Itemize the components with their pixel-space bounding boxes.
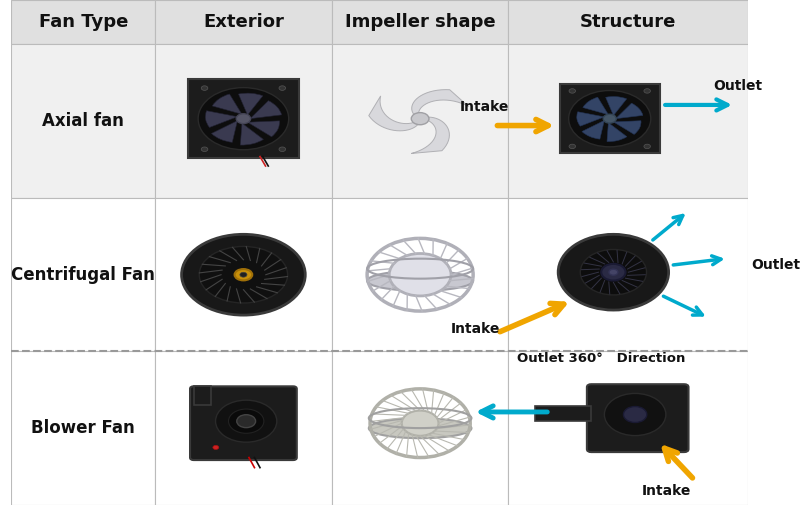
Bar (332, 44, 509, 198)
Bar (332, 198, 509, 351)
Wedge shape (583, 97, 608, 115)
Wedge shape (614, 121, 641, 134)
Bar (332, 351, 509, 505)
FancyBboxPatch shape (190, 386, 297, 460)
Wedge shape (240, 123, 263, 145)
Circle shape (569, 144, 575, 148)
Text: Structure: Structure (580, 13, 676, 31)
Ellipse shape (182, 234, 306, 315)
Text: Intake: Intake (460, 99, 510, 114)
Wedge shape (212, 94, 242, 114)
Bar (509, 44, 748, 198)
Polygon shape (411, 117, 450, 154)
Text: Outlet: Outlet (713, 79, 762, 93)
Circle shape (198, 88, 289, 149)
Bar (509, 351, 748, 505)
FancyBboxPatch shape (560, 84, 660, 153)
Text: Impeller shape: Impeller shape (345, 13, 495, 31)
Circle shape (279, 86, 286, 90)
Bar (155, 351, 332, 505)
Circle shape (279, 147, 286, 152)
Circle shape (569, 90, 650, 147)
Bar (509, 198, 748, 351)
Polygon shape (412, 89, 469, 115)
Circle shape (229, 409, 264, 433)
Circle shape (236, 114, 250, 124)
Bar (155, 0, 332, 44)
Text: Intake: Intake (642, 484, 690, 498)
Wedge shape (582, 121, 604, 139)
Bar (332, 0, 509, 44)
Wedge shape (607, 123, 627, 141)
Text: Intake: Intake (450, 322, 500, 336)
Ellipse shape (367, 271, 473, 291)
Circle shape (411, 113, 429, 125)
Circle shape (240, 272, 247, 277)
Circle shape (390, 254, 451, 296)
Wedge shape (206, 111, 238, 127)
Text: Outlet 360°   Direction: Outlet 360° Direction (518, 351, 686, 365)
Ellipse shape (369, 418, 471, 438)
Circle shape (580, 249, 646, 295)
Wedge shape (247, 121, 279, 137)
Bar (11, 44, 155, 198)
Bar (11, 351, 155, 505)
FancyBboxPatch shape (587, 384, 689, 452)
Text: Exterior: Exterior (203, 13, 284, 31)
Wedge shape (606, 96, 626, 116)
Circle shape (604, 393, 666, 436)
Circle shape (202, 86, 208, 90)
Circle shape (644, 144, 650, 148)
Bar (534, 406, 591, 421)
Bar (11, 198, 155, 351)
Text: Axial fan: Axial fan (42, 112, 124, 130)
Ellipse shape (234, 269, 252, 280)
Circle shape (603, 114, 616, 123)
Circle shape (215, 400, 277, 442)
Bar (509, 0, 748, 44)
Bar (155, 198, 332, 351)
Bar (194, 386, 211, 405)
Text: Centrifugal Fan: Centrifugal Fan (11, 266, 155, 284)
Circle shape (237, 415, 256, 428)
Wedge shape (211, 121, 238, 142)
Wedge shape (238, 93, 263, 115)
Text: Fan Type: Fan Type (38, 13, 128, 31)
Bar (11, 0, 155, 44)
Bar (155, 44, 332, 198)
Circle shape (569, 89, 575, 93)
Circle shape (202, 147, 208, 152)
Circle shape (602, 264, 626, 280)
Wedge shape (616, 103, 643, 119)
Circle shape (623, 407, 646, 423)
Polygon shape (369, 96, 418, 131)
Wedge shape (250, 100, 282, 119)
Circle shape (609, 269, 618, 275)
Wedge shape (577, 112, 604, 126)
Text: Blower Fan: Blower Fan (31, 419, 135, 437)
FancyBboxPatch shape (188, 79, 298, 159)
Circle shape (558, 234, 669, 310)
Ellipse shape (199, 246, 287, 303)
Circle shape (213, 445, 218, 449)
Text: Outlet: Outlet (751, 258, 800, 272)
Circle shape (644, 89, 650, 93)
Circle shape (402, 411, 438, 436)
